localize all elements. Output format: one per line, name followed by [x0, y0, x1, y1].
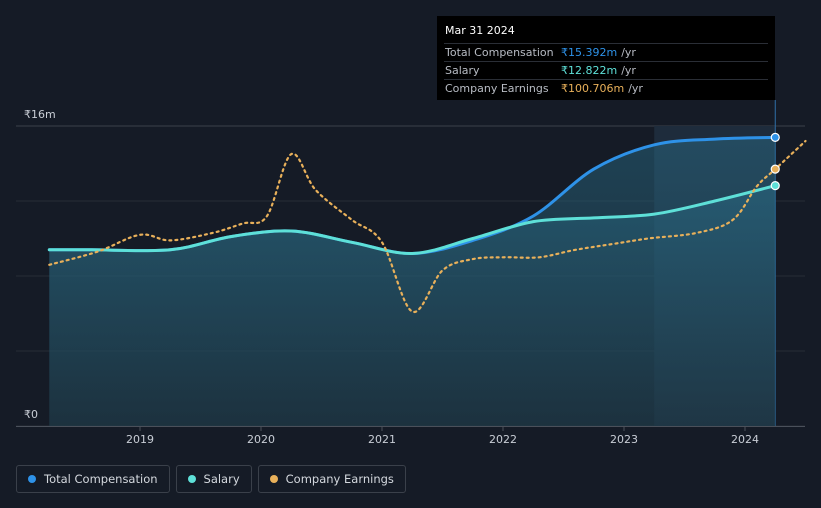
company-earnings-line: [48, 139, 807, 313]
tooltip: Mar 31 2024 Total Compensation ₹15.392m …: [437, 16, 775, 100]
y-label-bottom: ₹0: [24, 408, 38, 421]
company-earnings-marker: [770, 164, 780, 174]
tooltip-label: Salary: [445, 64, 480, 77]
y-label-top: ₹16m: [24, 108, 56, 121]
tooltip-row-company-earnings: Company Earnings ₹100.706m /yr: [444, 79, 768, 97]
legend-dot-icon: [28, 475, 36, 483]
legend-label: Total Compensation: [44, 472, 158, 486]
legend-item-salary[interactable]: Salary: [175, 465, 252, 493]
tooltip-value: ₹15.392m: [561, 46, 618, 59]
legend-dot-icon: [269, 475, 278, 483]
salary-line: [47, 184, 777, 256]
tooltip-label: Company Earnings: [445, 82, 549, 95]
tooltip-value: ₹12.822m: [561, 64, 618, 77]
legend-item-company-earnings[interactable]: Company Earnings: [257, 465, 406, 493]
legend-label: Salary: [203, 472, 240, 486]
x-tick-label: 2022: [489, 433, 517, 446]
tooltip-unit: /yr: [628, 82, 643, 95]
tooltip-row-salary: Salary ₹12.822m /yr: [444, 61, 768, 79]
tooltip-row-total-compensation: Total Compensation ₹15.392m /yr: [444, 43, 768, 61]
legend-dot-icon: [187, 475, 196, 483]
legend-item-total-compensation[interactable]: Total Compensation: [16, 465, 170, 493]
tooltip-value: ₹100.706m: [561, 82, 625, 95]
total-compensation-marker: [770, 132, 780, 142]
x-tick-label: 2024: [731, 433, 759, 446]
legend-label: Company Earnings: [285, 472, 394, 486]
x-tick-label: 2021: [368, 433, 396, 446]
tooltip-label: Total Compensation: [445, 46, 554, 59]
x-tick-label: 2020: [247, 433, 275, 446]
tooltip-unit: /yr: [621, 64, 636, 77]
salary-area: [49, 185, 776, 426]
salary-marker: [770, 180, 780, 191]
x-tick-label: 2019: [126, 433, 154, 446]
tooltip-unit: /yr: [621, 46, 636, 59]
legend: Total Compensation Salary Company Earnin…: [16, 465, 412, 493]
x-tick-label: 2023: [610, 433, 638, 446]
tooltip-date: Mar 31 2024: [445, 24, 515, 37]
